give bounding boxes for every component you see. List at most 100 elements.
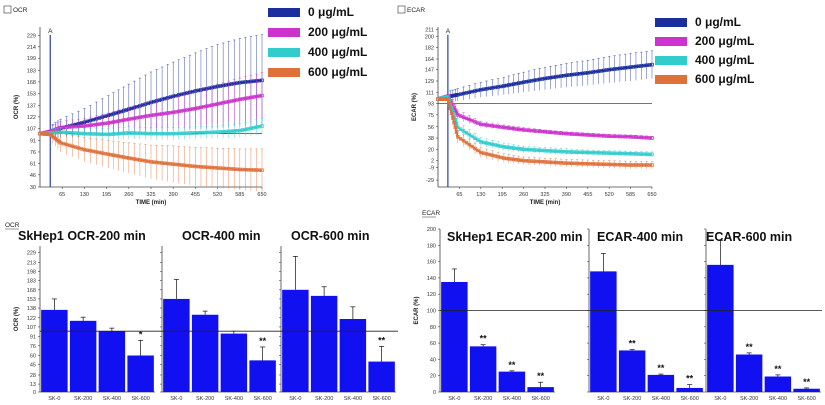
ecar_time-y-tick-label: -9 [429,166,434,172]
ecar_bar-y-tick-label: 120 [427,292,436,298]
ocr_bar-y-tick-label: 60 [30,354,36,360]
ecar_bar-y-tick-label: 140 [427,276,436,282]
ecar_bar-group-0-significance: ** [537,371,545,381]
ecar_bar-group-0-bar [498,371,526,392]
ocr_bar-group-1-bar [220,333,248,392]
ocr_bar-y-tick-label: 138 [27,306,36,312]
ocr_bar-group-0-bar [41,309,68,392]
ecar_bar-group-0-title: SkHep1 ECAR-200 min [447,230,582,244]
ecar_time-series-3-point [451,116,455,120]
ecar_time-series-1-legend-label: 200 μg/mL [695,34,754,48]
ecar_bar-group-1-significance: ** [629,339,637,349]
ocr_time-y-tick-label: 76 [30,150,36,156]
ecar_time-corner-label: ECAR [407,7,425,14]
ocr_time-corner-label: OCR [13,7,28,14]
ocr_time-y-tick-label: 229 [27,33,36,39]
ocr_time-y-tick-label: 107 [27,126,36,132]
ocr_bar-group-2-bar [368,361,395,392]
ocr_bar-y-tick-label: 153 [27,297,36,303]
ocr_bar-group-0-category-label: SK-0 [48,396,60,402]
ocr_time-corner-box [3,5,12,14]
ecar_bar-group-2-bar [735,354,763,392]
ocr_time-series-3-point [260,168,264,172]
ocr_bar-y-tick-label: 198 [27,270,36,276]
ocr_bar-group-2-title: OCR-600 min [291,229,370,243]
ocr_bar-y-tick-label: 28 [30,373,36,379]
ecar_time-y-tick-label: 164 [425,57,434,63]
ocr_bar-group-0-bar [69,320,97,392]
ecar_time-y-axis-label: ECAR (%) [412,93,418,121]
ocr_bar-group-1-title: OCR-400 min [182,229,261,243]
ecar_bar-y-tick-label: 20 [430,374,436,380]
ecar_time-y-tick-label: 2 [431,159,434,165]
ecar_bar-y-tick-label: 100 [427,309,436,315]
ecar_time-x-tick-label: 195 [498,192,507,198]
ecar_bar-group-0-significance: ** [508,360,516,370]
ecar_time-series-3-point [473,146,477,151]
ocr_time-x-tick-label: 195 [102,192,111,198]
ecar_time-series-2-point [458,127,463,131]
ecar_time-series-1-point [650,136,654,140]
ecar_time-y-tick-label: 56 [428,125,434,131]
ecar_time-y-tick-label: 129 [425,79,434,85]
ocr_bar-y-tick-label: 0 [33,390,36,396]
ecar_bar-y-tick-label: 200 [427,227,436,233]
ocr_time-series-0-legend-swatch [268,8,300,17]
ocr_bar-group-0-category-label: SK-400 [103,396,121,402]
ecar_bar-group-2-title: ECAR-600 min [706,230,792,244]
ocr_time-series-2-legend-swatch [268,48,300,57]
ocr_time-y-tick-label: 153 [27,91,36,97]
ecar_time-series-2-legend-swatch [655,56,687,65]
ecar_time-x-tick-label: 65 [456,192,462,198]
ocr_bar-group-2-category-label: SK-600 [372,396,390,402]
ecar_bar-group-2-category-label: SK-400 [769,396,787,402]
ocr_bar-group-2-bar [339,319,367,392]
ocr_time-x-tick-label: 325 [146,192,155,198]
ecar_time-series-3-point [476,148,480,153]
ecar_bar-group-2-bar [764,376,792,392]
ocr_time-x-tick-label: 390 [169,192,178,198]
ecar_time-series-3-point [470,144,474,149]
ecar_bar-group-1-category-label: SK-400 [652,396,670,402]
ecar_time-series-3-legend-label: 600 μg/mL [695,72,754,86]
ecar_time-y-tick-label: 111 [426,90,434,96]
ecar_time-x-tick-label: 390 [562,192,571,198]
ecar_bar-corner-label: ECAR [422,210,440,217]
ocr_time-series-1-legend-swatch [268,28,300,37]
ecar_time-x-tick-label: 455 [583,192,592,198]
ecar_time-series-3-point [464,140,469,145]
ecar_bar-group-0-significance: ** [480,334,488,344]
ecar_time-y-tick-label: 75 [428,113,434,119]
ocr_time-series-3-legend-label: 600 μg/mL [308,65,367,79]
ocr_time-y-tick-label: 122 [27,115,36,121]
ocr_bar-y-tick-label: 229 [27,251,36,257]
ocr_time-x-tick-label: 130 [80,192,89,198]
ecar_time-y-tick-label: 93 [428,102,434,108]
ecar_bar-group-2-bar [793,388,820,392]
ecar_bar-y-tick-label: 60 [430,341,436,347]
ecar_time-x-tick-label: 585 [626,192,635,198]
ecar_bar-group-1-bar [647,374,675,392]
ecar_bar-group-2-bar [707,264,734,392]
ecar_bar-group-1-bar [618,350,646,392]
ecar_time-series-2-point [473,136,477,140]
ecar_time-y-tick-label: 200 [425,34,434,40]
ocr_time-series-2-point [260,124,264,128]
ocr_time-series-0-legend-label: 0 μg/mL [308,5,354,19]
ocr_time-x-axis-label: TIME (min) [136,200,167,206]
ecar_time-series-3-point [454,130,459,134]
ocr_bar-y-tick-label: 122 [27,316,36,322]
ecar_bar-y-tick-label: 40 [430,357,436,363]
ecar_bar-group-0-category-label: SK-600 [531,396,549,402]
ecar_time-series-1-legend-swatch [655,37,687,46]
ocr_bar-group-1-category-label: SK-400 [225,396,243,402]
ocr_bar-group-2-bar [282,289,309,392]
ecar_time-series-3-point [461,138,466,143]
ecar_bar-group-2-significance: ** [746,342,754,352]
ecar_time-series-3-point [449,111,454,116]
ocr_bar-group-1-bar [163,298,190,392]
ecar_bar-y-tick-label: 0 [433,390,436,396]
ecar_bar-group-1-category-label: SK-200 [623,396,641,402]
ecar_bar-group-1-title: ECAR-400 min [597,230,683,244]
